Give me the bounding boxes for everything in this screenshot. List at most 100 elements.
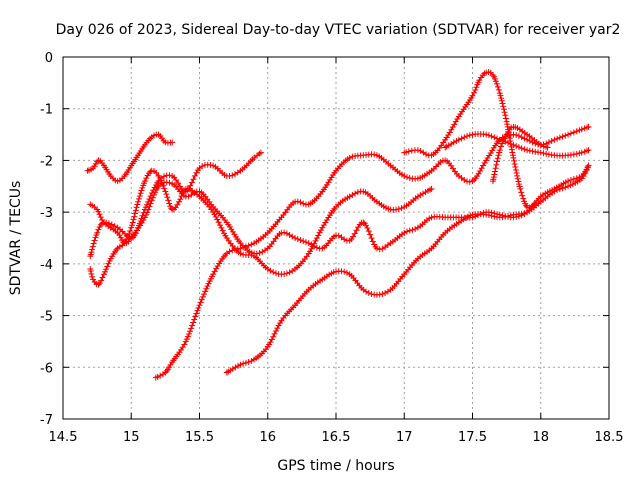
- data-point-marker: [168, 205, 175, 212]
- y-tick-label: -4: [40, 258, 53, 273]
- data-point-marker: [229, 247, 236, 254]
- data-point-marker: [469, 211, 476, 218]
- data-point-marker: [95, 208, 102, 215]
- data-point-marker: [186, 331, 192, 338]
- data-point-marker: [363, 288, 370, 295]
- data-point-marker: [223, 369, 230, 376]
- data-point-marker: [559, 185, 566, 192]
- data-point-marker: [573, 128, 580, 135]
- data-point-marker: [187, 328, 194, 335]
- data-point-marker: [313, 244, 320, 251]
- data-point-marker: [401, 229, 408, 236]
- data-point-marker: [271, 330, 278, 337]
- data-point-marker: [202, 288, 209, 295]
- data-point-marker: [91, 237, 98, 244]
- data-point-marker: [87, 268, 94, 275]
- data-point-marker: [353, 227, 360, 234]
- data-point-marker: [585, 147, 592, 154]
- data-point-marker: [309, 243, 316, 250]
- data-point-marker: [274, 325, 281, 332]
- data-point-marker: [315, 232, 322, 239]
- data-point-marker: [134, 201, 141, 208]
- chart-title: Day 026 of 2023, Sidereal Day-to-day VTE…: [56, 22, 621, 38]
- data-point-marker: [364, 224, 371, 231]
- data-point-marker: [455, 136, 462, 143]
- data-point-marker: [570, 129, 577, 136]
- data-point-marker: [214, 216, 221, 223]
- data-point-marker: [519, 192, 526, 199]
- data-point-marker: [193, 169, 200, 176]
- data-point-marker: [578, 149, 585, 156]
- y-tick-label: -5: [40, 310, 53, 325]
- data-point-marker: [141, 178, 148, 185]
- data-point-marker: [352, 190, 359, 197]
- data-point-marker: [478, 165, 485, 172]
- data-point-marker: [232, 364, 239, 371]
- data-point-marker: [537, 149, 544, 156]
- data-point-marker: [513, 142, 520, 149]
- data-point-marker: [132, 210, 139, 217]
- data-point-marker: [379, 291, 386, 298]
- data-point-marker: [403, 228, 410, 235]
- data-point-marker: [166, 200, 173, 207]
- data-point-marker: [179, 189, 186, 196]
- series-trace: [155, 126, 589, 379]
- data-point-marker: [502, 213, 509, 220]
- data-point-marker: [524, 136, 531, 143]
- data-point-marker: [501, 109, 508, 116]
- data-point-marker: [554, 135, 561, 142]
- data-point-marker: [452, 118, 459, 125]
- series-sat-f: [223, 162, 592, 376]
- series-sat-i: [489, 123, 551, 185]
- data-point-marker: [507, 212, 514, 219]
- data-point-marker: [517, 185, 524, 192]
- data-point-marker: [191, 316, 198, 323]
- data-point-marker: [494, 83, 501, 90]
- data-point-marker: [203, 285, 210, 292]
- data-point-marker: [96, 211, 103, 218]
- data-point-marker: [256, 250, 263, 257]
- data-point-marker: [492, 78, 499, 85]
- data-point-marker: [194, 307, 201, 314]
- data-point-marker: [343, 269, 350, 276]
- data-point-marker: [491, 168, 498, 175]
- data-point-marker: [521, 146, 528, 153]
- x-tick-label: 17: [396, 430, 413, 445]
- data-point-marker: [297, 237, 304, 244]
- data-point-marker: [409, 226, 416, 233]
- data-point-marker: [521, 210, 528, 217]
- data-point-marker: [461, 176, 468, 183]
- data-point-marker: [226, 173, 233, 180]
- data-point-marker: [99, 274, 106, 281]
- data-point-marker: [585, 162, 592, 169]
- data-point-marker: [281, 229, 288, 236]
- data-point-marker: [155, 183, 162, 190]
- data-point-marker: [428, 214, 435, 221]
- data-point-marker: [363, 222, 370, 229]
- x-tick-label: 17.5: [458, 430, 487, 445]
- data-point-marker: [492, 165, 499, 172]
- data-point-marker: [300, 200, 307, 207]
- data-point-marker: [540, 150, 547, 157]
- data-point-marker: [169, 139, 176, 146]
- data-point-marker: [207, 161, 214, 168]
- data-point-marker: [497, 92, 504, 99]
- data-point-marker: [510, 141, 517, 148]
- data-point-marker: [195, 304, 202, 311]
- data-point-marker: [551, 136, 558, 143]
- data-point-marker: [272, 327, 279, 334]
- data-point-marker: [162, 139, 169, 146]
- data-point-marker: [514, 175, 521, 182]
- data-point-marker: [570, 151, 577, 158]
- data-point-marker: [132, 207, 139, 214]
- data-point-marker: [283, 230, 290, 237]
- data-point-marker: [562, 132, 569, 139]
- data-point-marker: [499, 100, 506, 107]
- data-point-marker: [368, 235, 375, 242]
- data-point-marker: [496, 136, 503, 143]
- data-point-marker: [245, 359, 252, 366]
- data-point-marker: [513, 131, 520, 138]
- data-point-marker: [485, 212, 492, 219]
- data-point-marker: [490, 174, 497, 181]
